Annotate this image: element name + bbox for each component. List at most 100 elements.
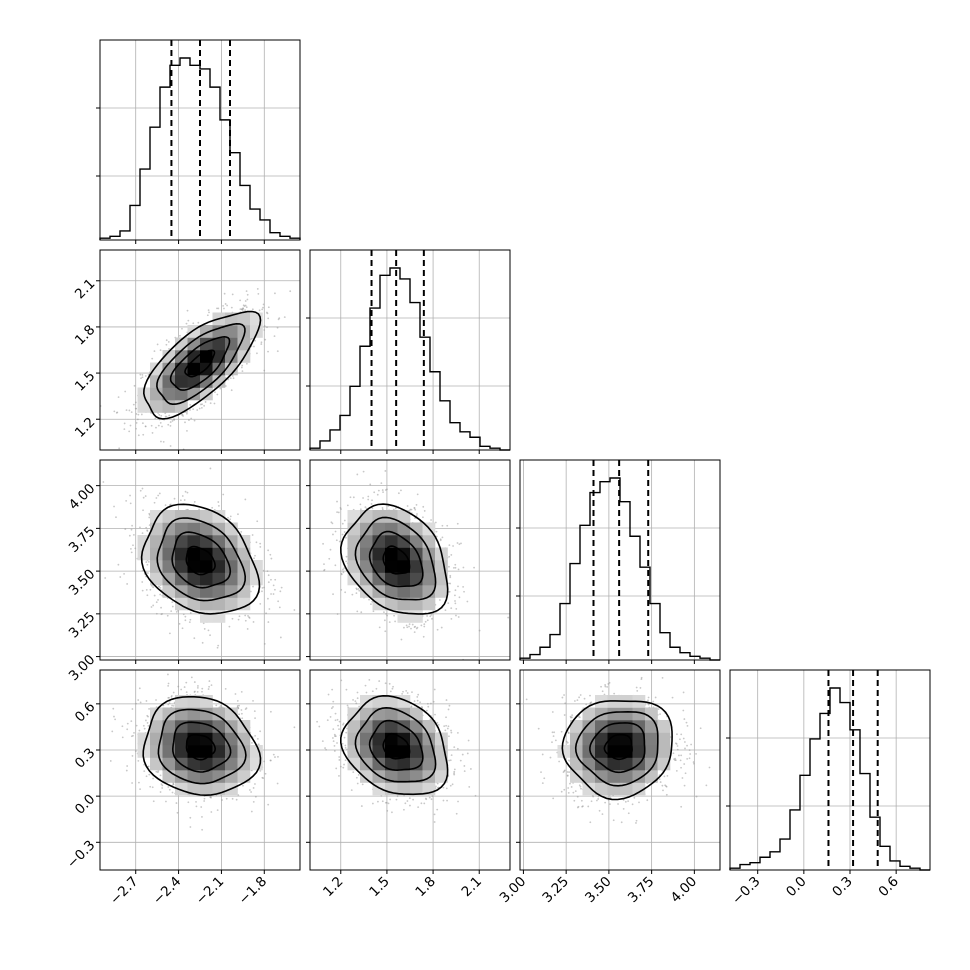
density-panel-0-2 — [96, 459, 301, 664]
sample-point — [388, 621, 391, 623]
sample-point — [445, 654, 447, 656]
sample-point — [155, 699, 157, 701]
sample-point — [179, 334, 181, 337]
sample-point — [661, 784, 664, 787]
sample-point — [567, 787, 570, 789]
sample-point — [267, 549, 270, 552]
sample-point — [403, 626, 405, 629]
sample-point — [256, 288, 259, 290]
sample-point — [135, 413, 138, 415]
sample-point — [186, 309, 189, 312]
sample-point — [262, 569, 265, 572]
density-cell — [200, 610, 213, 623]
sample-point — [330, 521, 333, 524]
sample-point — [182, 613, 185, 616]
sample-point — [223, 307, 225, 310]
sample-point — [323, 563, 325, 565]
sample-point — [460, 542, 462, 545]
sample-point — [230, 306, 233, 309]
density-cell — [237, 585, 251, 598]
sample-point — [345, 731, 348, 734]
density-cell — [212, 362, 226, 376]
sample-point — [638, 801, 640, 804]
sample-point — [434, 521, 437, 524]
sample-point — [564, 702, 567, 705]
sample-point — [167, 786, 170, 788]
sample-point — [155, 497, 158, 499]
sample-point — [659, 781, 662, 783]
sample-point — [563, 788, 566, 791]
density-cell — [385, 745, 398, 758]
sample-point — [266, 570, 269, 572]
sample-point — [431, 795, 434, 797]
sample-point — [442, 799, 445, 802]
density-cell — [410, 745, 423, 758]
sample-point — [244, 619, 247, 622]
sample-point — [579, 785, 582, 788]
sample-point — [215, 704, 218, 707]
sample-point — [186, 412, 188, 415]
density-cell — [187, 757, 201, 771]
sample-point — [356, 782, 359, 785]
sample-point — [422, 516, 424, 519]
sample-point — [167, 341, 170, 343]
sample-point — [384, 682, 387, 685]
sample-point — [662, 789, 664, 792]
sample-point — [381, 508, 384, 511]
sample-point — [435, 535, 438, 538]
sample-point — [259, 546, 262, 548]
sample-point — [622, 807, 625, 810]
sample-point — [259, 769, 262, 772]
sample-point — [145, 526, 148, 529]
y-tick-label: 0.3 — [72, 745, 99, 772]
sample-point — [423, 802, 426, 805]
sample-point — [448, 565, 450, 568]
sample-point — [253, 557, 255, 560]
sample-point — [200, 806, 203, 808]
sample-point — [318, 725, 321, 728]
sample-point — [450, 617, 453, 620]
sample-point — [352, 496, 355, 499]
sample-point — [360, 805, 363, 807]
sample-point — [148, 512, 151, 515]
sample-point — [208, 685, 210, 688]
sample-point — [210, 684, 213, 687]
density-cell — [225, 585, 238, 598]
density-cell — [657, 745, 671, 758]
sample-point — [273, 335, 276, 337]
sample-point — [566, 771, 569, 773]
density-cell — [237, 325, 251, 338]
sample-point — [576, 795, 579, 798]
sample-point — [180, 688, 183, 691]
sample-point — [277, 600, 280, 603]
sample-point — [413, 631, 416, 634]
sample-point — [433, 821, 436, 823]
sample-point — [565, 740, 568, 743]
sample-point — [184, 615, 187, 618]
x-tick-label: 3.00 — [497, 874, 530, 907]
sample-point — [679, 738, 681, 741]
sample-point — [607, 665, 609, 667]
sample-point — [184, 421, 186, 424]
sample-point — [373, 491, 376, 494]
sample-point — [131, 524, 133, 527]
sample-point — [260, 341, 263, 344]
sample-point — [189, 611, 192, 614]
sample-point — [332, 593, 334, 596]
sample-point — [217, 644, 220, 647]
sample-point — [389, 690, 392, 693]
sample-point — [130, 548, 132, 550]
sample-point — [597, 798, 600, 800]
sample-point — [252, 699, 254, 702]
sample-point — [268, 608, 271, 610]
density-cell — [200, 707, 213, 721]
sample-point — [448, 544, 451, 547]
sample-point — [627, 812, 630, 815]
sample-point — [180, 413, 183, 416]
sample-point — [154, 417, 157, 420]
sample-point — [474, 794, 477, 797]
sample-point — [216, 393, 219, 396]
sample-point — [228, 625, 231, 628]
sample-point — [151, 357, 154, 360]
sample-point — [569, 782, 571, 785]
